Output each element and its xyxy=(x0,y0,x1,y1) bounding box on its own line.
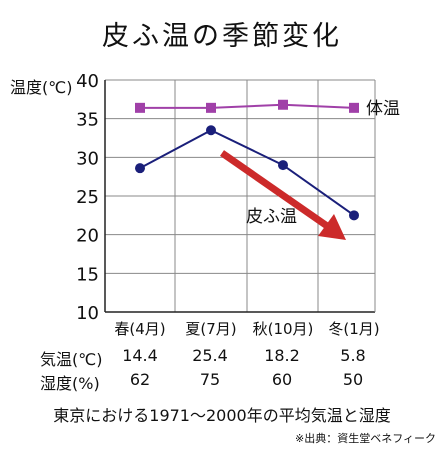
trend-arrow-head xyxy=(318,214,346,240)
temperature-cell: 14.4 xyxy=(122,346,158,365)
x-tick-label: 秋(10月) xyxy=(253,320,314,338)
humidity-cell: 50 xyxy=(342,370,364,389)
y-tick-label: 20 xyxy=(76,226,99,247)
series-label: 体温 xyxy=(366,99,400,119)
temperature-cell: 25.4 xyxy=(192,346,228,365)
y-axis-label: 温度(℃) xyxy=(10,78,73,97)
temperature-row-label: 気温(℃) xyxy=(40,350,103,369)
x-tick-label: 冬(1月) xyxy=(328,320,379,338)
humidity-cell: 75 xyxy=(199,370,221,389)
temperature-cell: 5.8 xyxy=(340,346,366,365)
series-label: 皮ふ温 xyxy=(246,207,297,227)
y-tick-label: 15 xyxy=(76,264,99,285)
y-tick-label: 25 xyxy=(76,187,99,208)
humidity-cell: 60 xyxy=(271,370,293,389)
y-tick-label: 10 xyxy=(76,303,99,324)
data-point-circle xyxy=(278,160,288,171)
data-point-square xyxy=(206,102,216,113)
source-note: ※出典：資生堂ベネフィーク xyxy=(295,432,436,445)
data-point-circle xyxy=(135,163,145,174)
series-line-body-temp xyxy=(140,103,355,109)
data-point-circle xyxy=(206,125,216,136)
data-point-square xyxy=(349,102,359,113)
y-tick-label: 35 xyxy=(76,110,99,131)
chart-title: 皮ふ温の季節変化 xyxy=(102,21,342,52)
data-point-square xyxy=(135,102,145,113)
humidity-row-label: 湿度(%) xyxy=(40,374,100,393)
series-line-skin-temp xyxy=(139,129,355,217)
y-tick-label: 30 xyxy=(76,148,99,169)
trend-arrow-shaft xyxy=(220,150,332,231)
x-tick-label: 春(4月) xyxy=(114,320,165,338)
chart-caption: 東京における1971〜2000年の平均気温と湿度 xyxy=(53,406,391,425)
y-tick-label: 40 xyxy=(76,71,99,92)
x-tick-label: 夏(7月) xyxy=(185,320,236,338)
data-point-square xyxy=(278,99,288,110)
humidity-cell: 62 xyxy=(129,370,151,389)
temperature-cell: 18.2 xyxy=(264,346,300,365)
data-point-circle xyxy=(349,210,359,221)
